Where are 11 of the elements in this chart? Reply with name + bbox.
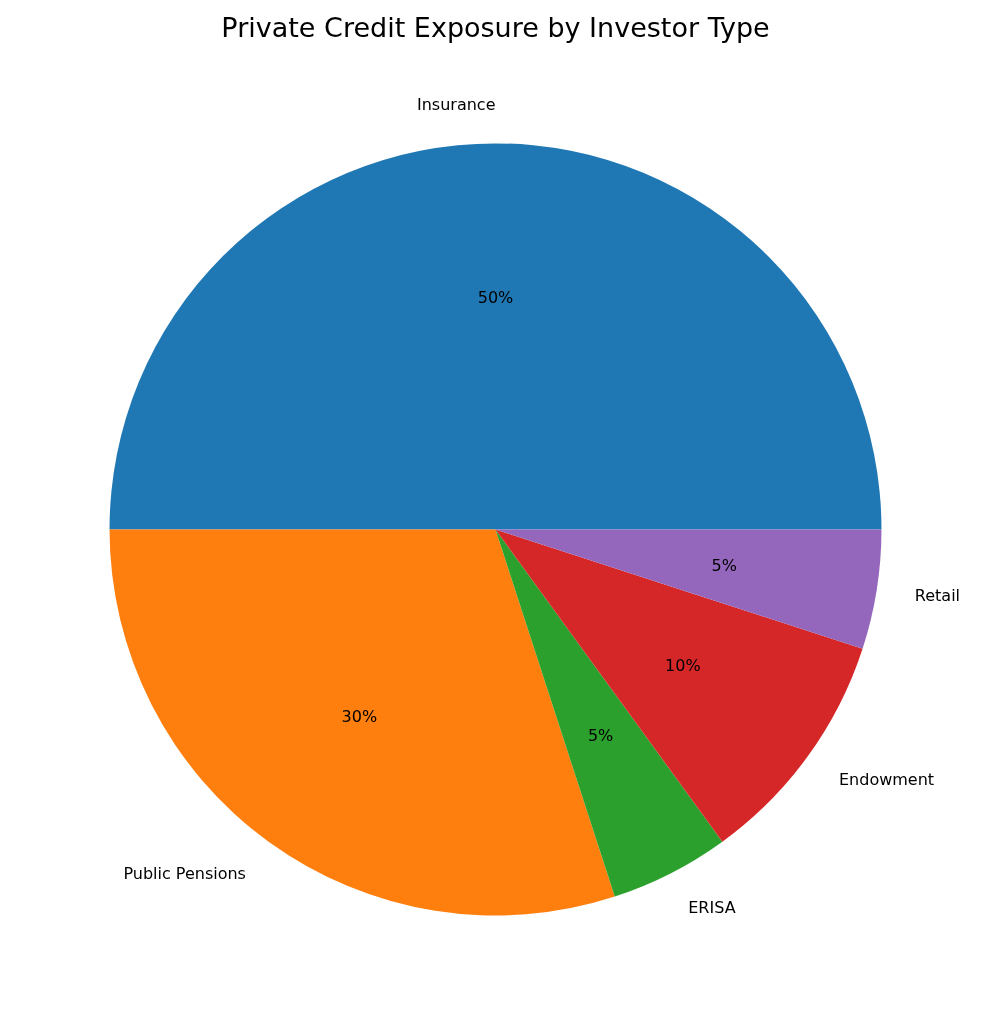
slice-label: Public Pensions <box>123 863 246 883</box>
data-label: 50% <box>477 288 514 308</box>
slice-label: Endowment <box>838 769 935 789</box>
slice-label: Insurance <box>417 95 496 115</box>
data-label: 30% <box>341 707 378 727</box>
slice-label: ERISA <box>688 898 736 918</box>
data-label: 5% <box>711 556 737 576</box>
data-label: 10% <box>665 656 701 676</box>
slice-label: Retail <box>914 586 961 606</box>
chart-title: Private Credit Exposure by Investor Type <box>221 12 770 44</box>
data-label: 5% <box>587 726 614 746</box>
